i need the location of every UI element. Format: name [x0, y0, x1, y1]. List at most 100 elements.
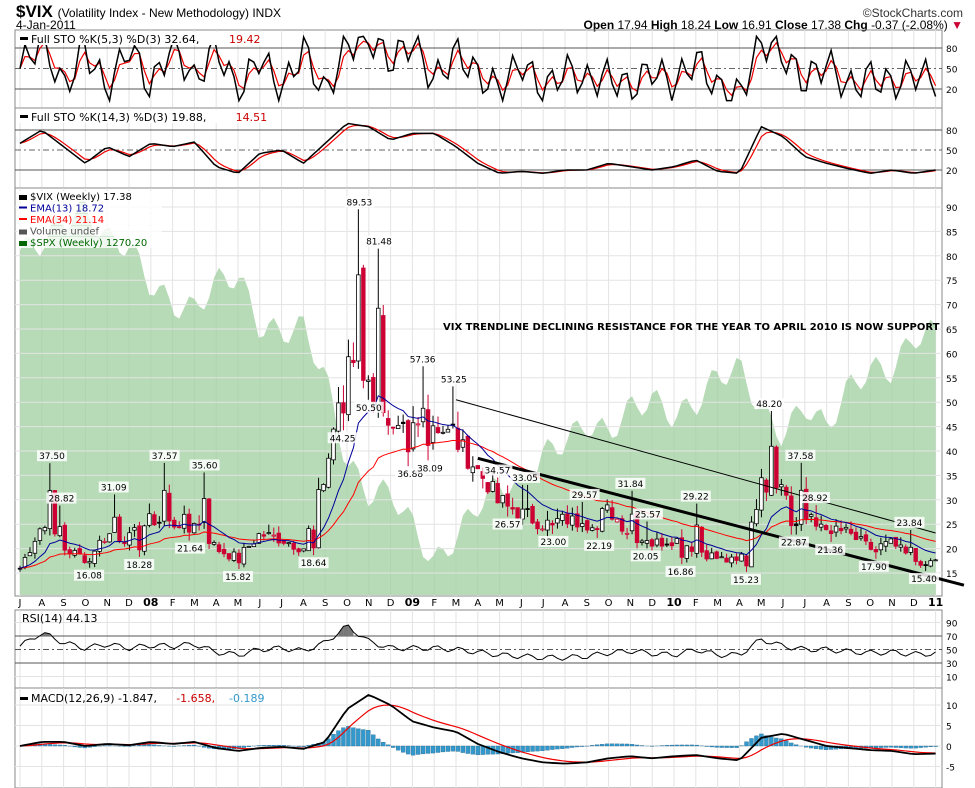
macd-histogram-bar: [77, 745, 82, 748]
macd-histogram-bar: [689, 744, 694, 747]
annotation-bg: [353, 401, 384, 413]
macd-histogram-bar: [460, 745, 466, 753]
legend-text: 14.51: [236, 111, 268, 124]
candle-body: [400, 421, 406, 424]
legend-swatch: [20, 697, 28, 700]
x-tick-label: 10: [666, 596, 682, 609]
y-tick-label: 20: [946, 86, 958, 96]
candle-body: [47, 490, 53, 530]
sto-k-line: [19, 122, 936, 175]
macd-histogram-bar: [391, 745, 396, 748]
macd-histogram-bar: [405, 745, 411, 755]
annotation-bg: [894, 516, 925, 528]
annotation-bg: [223, 570, 253, 582]
x-tick-label: A: [474, 598, 481, 609]
candle-body: [186, 513, 192, 533]
candle-body: [42, 527, 48, 532]
x-tick-label: M: [757, 598, 766, 609]
candle-body: [376, 307, 381, 408]
candle-body: [356, 274, 361, 362]
price-annotation: 89.53: [346, 198, 372, 208]
candle-body: [674, 538, 680, 544]
y-tick-label: 70: [946, 302, 958, 312]
price-annotation: 15.82: [225, 573, 251, 583]
candle-body: [709, 552, 714, 560]
candle-body: [306, 528, 311, 552]
candle-body: [92, 550, 97, 564]
candle-body: [440, 431, 446, 434]
macd-histogram-bar: [271, 745, 276, 747]
legend-swatch: [19, 195, 27, 200]
candle-body: [72, 550, 77, 556]
macd-histogram-bar: [908, 745, 913, 749]
macd-histogram-bar: [346, 726, 351, 747]
candle-body: [201, 498, 207, 523]
candle-body: [918, 561, 923, 566]
candle-body: [67, 549, 72, 555]
low-label: Low: [714, 18, 739, 32]
y-tick-label: 25: [946, 521, 957, 531]
candle-body: [500, 495, 505, 504]
candle-body: [848, 528, 854, 534]
chart-date: 4-Jan-2011: [16, 18, 76, 32]
down-triangle-icon: ▼: [951, 18, 963, 32]
x-tick-label: O: [81, 598, 89, 609]
x-tick-label: A: [300, 598, 307, 609]
macd-histogram-bar: [525, 745, 530, 753]
candle-body: [241, 546, 247, 565]
y-tick-label: 20: [946, 167, 958, 177]
macd-histogram-bar: [605, 743, 610, 747]
x-tick-label: D: [387, 598, 395, 609]
macd-histogram-bar: [784, 740, 789, 747]
candle-body: [888, 538, 894, 544]
macd-histogram-bar: [933, 745, 938, 747]
close-value: 17.38: [811, 18, 842, 32]
legend-swatch: [19, 241, 27, 246]
candle-body: [122, 541, 127, 545]
price-annotation: 53.25: [441, 375, 467, 385]
macd-histogram-bar: [187, 745, 192, 747]
candle-body: [182, 513, 187, 529]
candle-body: [246, 546, 252, 548]
x-tick-label: N: [365, 598, 372, 609]
rsi-overbought-fill: [348, 625, 354, 636]
candle-body: [739, 553, 744, 562]
annotation-bg: [175, 542, 206, 554]
x-tick-label: M: [452, 598, 461, 609]
macd-histogram-bar: [814, 745, 819, 749]
x-tick-label: O: [605, 598, 613, 609]
price-annotation: 34.57: [485, 466, 511, 476]
symbol: $VIX: [16, 2, 53, 21]
macd-histogram-bar: [734, 745, 739, 748]
macd-histogram-bar: [455, 745, 461, 752]
candle-body: [172, 519, 177, 528]
panel-frame-price: [14, 187, 943, 597]
candle-body: [714, 551, 719, 559]
legend-text: EMA(34) 21.14: [30, 215, 104, 226]
candle-body: [794, 523, 799, 527]
price-annotation: 37.58: [788, 452, 814, 462]
candle-body: [475, 465, 480, 470]
x-tick-label: S: [845, 598, 851, 609]
price-annotation: 15.23: [733, 576, 759, 586]
candle-body: [704, 550, 709, 560]
candle-body: [684, 545, 689, 559]
price-annotation: 48.20: [756, 400, 782, 410]
macd-histogram-bar: [62, 745, 67, 747]
legend-text: -0.189: [229, 692, 264, 705]
macd-histogram-bar: [600, 744, 605, 747]
price-annotation: 35.60: [192, 461, 218, 471]
y-tick-label: 80: [946, 45, 958, 55]
macd-histogram-bar: [674, 744, 679, 747]
macd-line: [19, 694, 936, 765]
macd-histogram-bar: [729, 745, 734, 748]
macd-histogram-bar: [888, 745, 893, 748]
annotation-bg: [438, 373, 469, 385]
macd-histogram-bar: [52, 744, 57, 747]
candle-body: [560, 513, 565, 521]
y-tick-label: 30: [946, 660, 958, 670]
candle-body: [689, 546, 694, 552]
macd-histogram-bar: [147, 744, 152, 747]
annotation-bg: [908, 573, 939, 585]
low-value: 16.91: [741, 18, 772, 32]
